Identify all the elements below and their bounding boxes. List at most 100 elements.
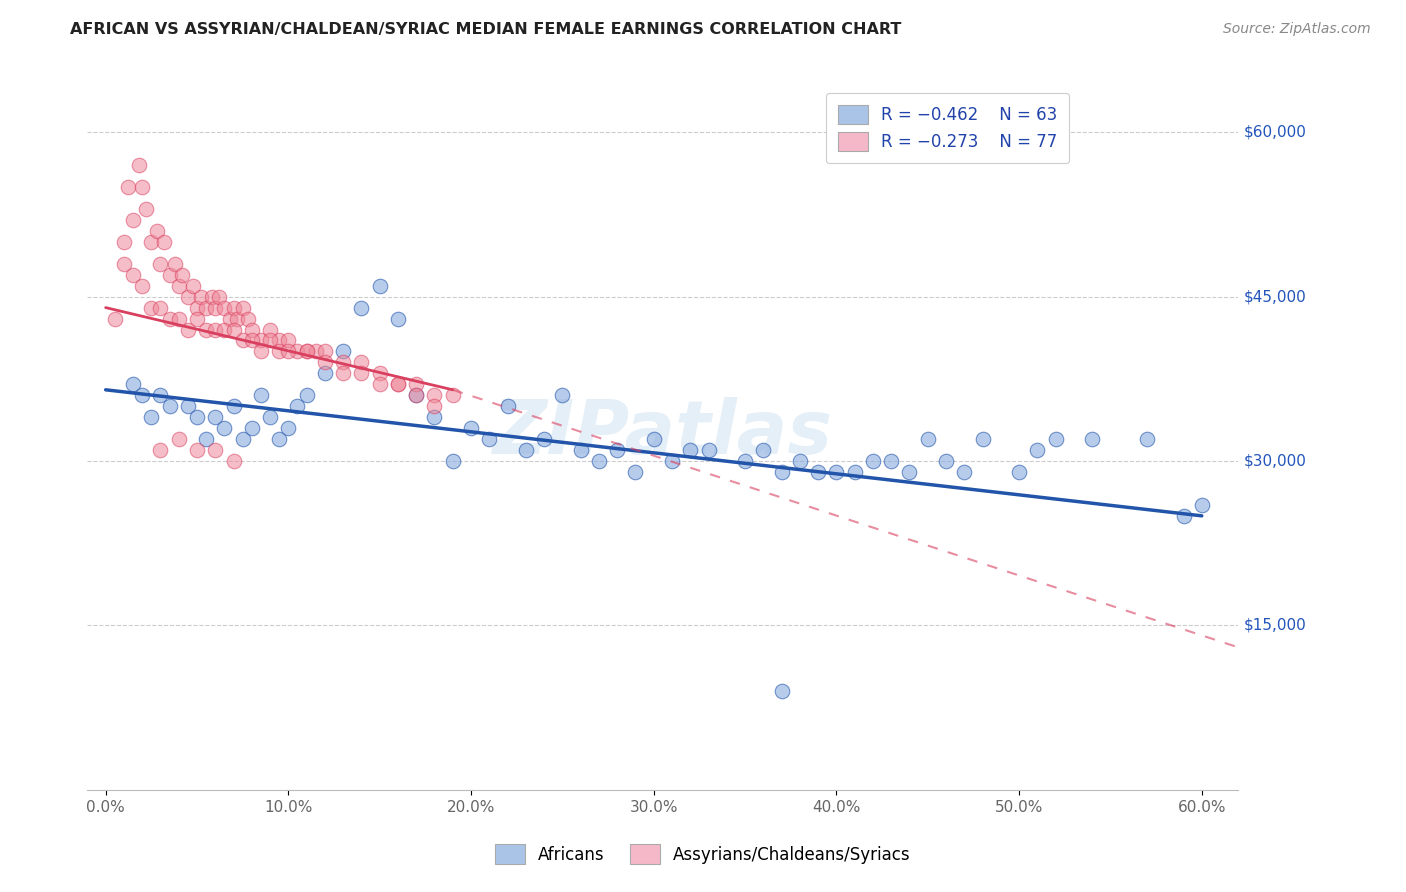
Point xyxy=(423,410,446,425)
Point xyxy=(232,334,254,348)
Point xyxy=(240,421,263,435)
Point xyxy=(423,399,446,413)
Point xyxy=(167,311,190,326)
Text: $60,000: $60,000 xyxy=(1244,125,1308,140)
Point xyxy=(305,344,328,359)
Point xyxy=(131,180,153,194)
Point xyxy=(295,388,318,402)
Point xyxy=(770,684,793,698)
Point xyxy=(460,421,482,435)
Point xyxy=(295,344,318,359)
Point xyxy=(177,399,200,413)
Point xyxy=(226,311,249,326)
Point xyxy=(201,290,224,304)
Point xyxy=(117,180,139,194)
Point xyxy=(405,388,427,402)
Point xyxy=(405,377,427,392)
Point xyxy=(277,421,299,435)
Point xyxy=(917,432,939,446)
Point xyxy=(214,322,236,336)
Point xyxy=(159,399,181,413)
Point xyxy=(478,432,501,446)
Point xyxy=(250,334,273,348)
Point xyxy=(183,278,205,293)
Point xyxy=(697,443,720,458)
Point xyxy=(177,322,200,336)
Point xyxy=(186,410,208,425)
Point xyxy=(122,377,145,392)
Point xyxy=(153,235,176,249)
Point xyxy=(204,322,226,336)
Point xyxy=(269,344,291,359)
Point xyxy=(350,355,373,369)
Point xyxy=(112,257,135,271)
Point xyxy=(1191,498,1213,512)
Point xyxy=(569,443,592,458)
Point xyxy=(122,268,145,282)
Point xyxy=(972,432,994,446)
Point xyxy=(588,454,610,468)
Point xyxy=(186,311,208,326)
Point xyxy=(259,410,281,425)
Point xyxy=(1026,443,1049,458)
Text: ZIPatlas: ZIPatlas xyxy=(494,397,832,470)
Text: $45,000: $45,000 xyxy=(1244,289,1306,304)
Point xyxy=(204,410,226,425)
Point xyxy=(222,454,245,468)
Point xyxy=(368,367,391,381)
Point xyxy=(862,454,884,468)
Point xyxy=(218,311,240,326)
Point xyxy=(789,454,811,468)
Point xyxy=(214,421,236,435)
Point xyxy=(135,202,157,216)
Point xyxy=(222,301,245,315)
Point xyxy=(1081,432,1104,446)
Point xyxy=(195,432,218,446)
Point xyxy=(141,301,163,315)
Point xyxy=(441,454,464,468)
Point xyxy=(405,388,427,402)
Point xyxy=(195,301,218,315)
Point xyxy=(128,158,150,172)
Point xyxy=(1008,465,1031,479)
Point xyxy=(661,454,683,468)
Point xyxy=(734,454,756,468)
Point xyxy=(1173,508,1195,523)
Point xyxy=(240,334,263,348)
Point xyxy=(259,334,281,348)
Point xyxy=(679,443,702,458)
Point xyxy=(643,432,665,446)
Point xyxy=(149,257,172,271)
Point xyxy=(146,224,169,238)
Point xyxy=(423,388,446,402)
Point xyxy=(250,388,273,402)
Point xyxy=(186,443,208,458)
Point xyxy=(387,377,409,392)
Point xyxy=(236,311,259,326)
Point xyxy=(172,268,194,282)
Point xyxy=(141,410,163,425)
Point xyxy=(122,213,145,227)
Point xyxy=(515,443,537,458)
Point xyxy=(314,367,336,381)
Point xyxy=(112,235,135,249)
Text: AFRICAN VS ASSYRIAN/CHALDEAN/SYRIAC MEDIAN FEMALE EARNINGS CORRELATION CHART: AFRICAN VS ASSYRIAN/CHALDEAN/SYRIAC MEDI… xyxy=(70,22,901,37)
Point xyxy=(606,443,628,458)
Legend: Africans, Assyrians/Chaldeans/Syriacs: Africans, Assyrians/Chaldeans/Syriacs xyxy=(488,838,918,871)
Point xyxy=(935,454,957,468)
Point xyxy=(190,290,212,304)
Point xyxy=(131,278,153,293)
Point xyxy=(332,355,354,369)
Point xyxy=(844,465,866,479)
Point xyxy=(104,311,127,326)
Point xyxy=(204,443,226,458)
Point xyxy=(232,301,254,315)
Point xyxy=(204,301,226,315)
Point xyxy=(232,432,254,446)
Point xyxy=(208,290,231,304)
Point xyxy=(149,443,172,458)
Point xyxy=(149,388,172,402)
Point xyxy=(551,388,574,402)
Point xyxy=(277,334,299,348)
Point xyxy=(240,322,263,336)
